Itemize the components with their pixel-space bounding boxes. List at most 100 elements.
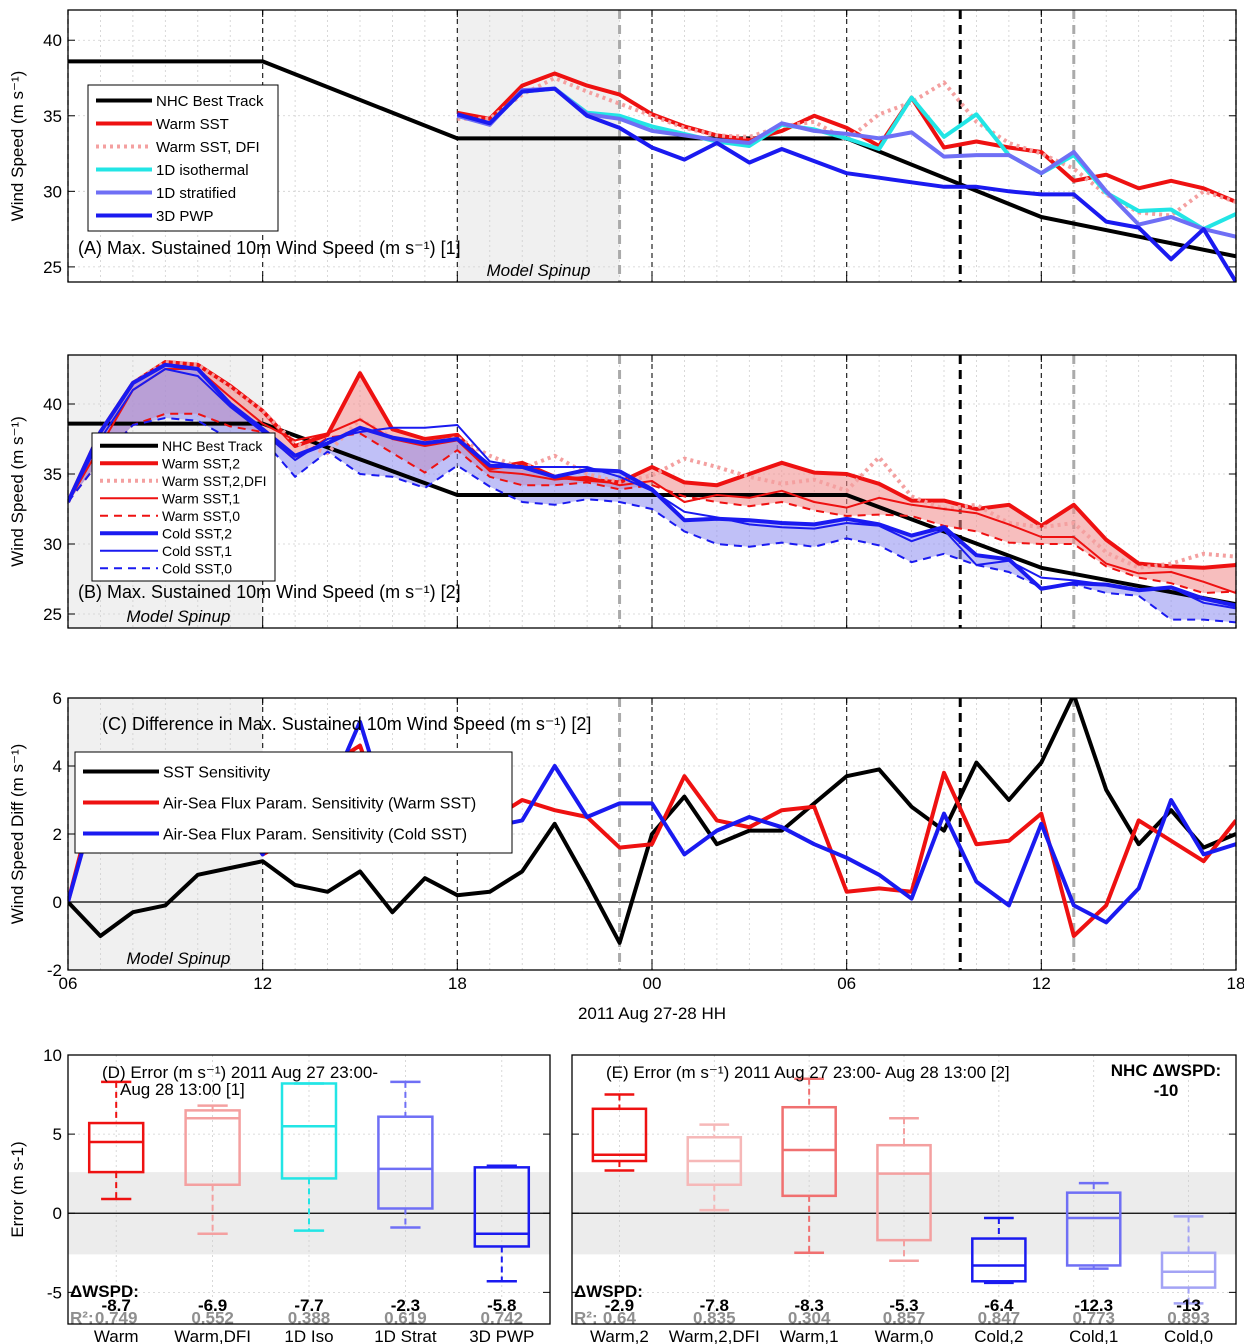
r2-value: 0.893 [1167,1309,1210,1328]
category-label-warm-1: Warm,1 [780,1327,839,1344]
y-tick-label: 30 [43,182,62,201]
box-iqr [473,1166,531,1248]
series-line-sst-sensitivity [68,698,1236,945]
dwspd-value: -2.9 [605,1296,634,1315]
box-warm-dfi [184,1104,241,1236]
series-line-cold-sst-1 [68,368,1236,610]
box-iqr [1065,1191,1122,1267]
axes-frame [571,1054,1237,1325]
r2-label: R²: [574,1309,598,1328]
y-tick-label: 30 [43,535,62,554]
box-iqr [377,1115,434,1210]
legend-label-3d-pwp: 3D PWP [156,208,214,225]
category-label-cold-1: Cold,1 [1069,1327,1118,1344]
panel-b: 25 30 35 40 Wind Speed (m s⁻¹) Model Spinup (B… [8,354,1237,629]
y-axis-label: Wind Speed (m s⁻¹) [8,71,27,222]
legend-box [87,84,279,232]
series-line-cold-sst-0 [68,417,1236,624]
category-label-1d-strat: 1D Strat [374,1327,437,1344]
box-iqr [876,1143,932,1242]
dwspd-value: -5.8 [487,1296,516,1315]
box-iqr [971,1237,1027,1283]
r2-value: 0.835 [693,1309,736,1328]
legend-label-sst-sensitivity: SST Sensitivity [163,764,270,781]
r2-value: 0.773 [1072,1309,1115,1328]
panel-e: Warm,2 -2.90.64 Warm,2,DFI -7.80.835 Warm,1 -… [571,1054,1237,1344]
y-tick-label: 0 [53,1204,62,1223]
category-label-warm-2: Warm,2 [590,1327,649,1344]
dwspd-label: ΔWSPD: [70,1282,139,1301]
nhc-dwspd-label: NHC ΔWSPD: [1111,1061,1221,1080]
y-tick-label: 35 [43,465,62,484]
legend-label-air-sea-flux-param-sensitivity-warm-sst: Air-Sea Flux Param. Sensitivity (Warm SS… [163,795,476,812]
y-tick-label: 2 [53,825,62,844]
nhc-dwspd-value: -10 [1154,1081,1179,1100]
y-tick-label: -2 [47,961,62,980]
series-line-nhc-best-track [68,59,1236,259]
category-label-warm-dfi: Warm,DFI [174,1327,251,1344]
r2-value: 0.742 [481,1309,524,1328]
panel-title: (E) Error (m s⁻¹) 2011 Aug 27 23:00- Aug… [606,1063,1010,1082]
panel-title: (B) Max. Sustained 10m Wind Speed (m s⁻¹… [78,582,461,602]
y-tick-label: 35 [43,107,62,126]
box-iqr [184,1109,241,1187]
x-tick-label: 06 [59,974,78,993]
y-tick-label: -5 [47,1283,62,1302]
dwspd-value: -12.3 [1074,1296,1113,1315]
category-label-3d-pwp: 3D PWP [469,1327,534,1344]
panel-c: -2 0 2 4 6 06 12 18 00 06 12 18 Wind Speed Diff (m s… [8,689,1244,993]
x-tick-label: 18 [448,974,467,993]
dwspd-value: -7.8 [700,1296,729,1315]
legend-label-air-sea-flux-param-sensitivity-cold-sst: Air-Sea Flux Param. Sensitivity (Cold SS… [163,826,467,843]
dwspd-value: -2.3 [391,1296,420,1315]
legend-box [91,432,276,582]
box-1d-strat [377,1080,434,1229]
spinup-shade [457,10,620,282]
panel-title: (C) Difference in Max. Sustained 10m Win… [102,714,591,734]
box-cold-1 [1065,1181,1122,1270]
category-label-warm-0: Warm,0 [875,1327,934,1344]
legend-label-warm-sst-2: Warm SST,2 [162,455,240,471]
legend-label-1d-isothermal: 1D isothermal [156,162,249,179]
category-label-1d-iso: 1D Iso [284,1327,333,1344]
dwspd-value: -6.4 [984,1296,1014,1315]
legend-label-cold-sst-0: Cold SST,0 [162,560,232,576]
category-label-cold-0: Cold,0 [1164,1327,1213,1344]
box-iqr [781,1105,837,1198]
legend-label-nhc-best-track: NHC Best Track [156,93,264,110]
legend-label-cold-sst-2: Cold SST,2 [162,525,232,541]
y-tick-label: 25 [43,258,62,277]
dwspd-value: -7.7 [294,1296,323,1315]
legend: SST Sensitivity Air-Sea Flux Param. Sensi… [74,751,513,854]
panel-title: (A) Max. Sustained 10m Wind Speed (m s⁻¹… [78,238,461,258]
r2-value: 0.64 [603,1309,637,1328]
y-tick-label: 40 [43,31,62,50]
legend-label-warm-sst-dfi: Warm SST, DFI [156,139,260,156]
r2-value: 0.304 [788,1309,831,1328]
y-axis-label: Wind Speed Diff (m s⁻¹) [8,744,27,925]
series-line-warm-sst-1 [68,368,1236,594]
box-warm-1 [781,1077,837,1255]
legend-label-warm-sst: Warm SST [156,116,229,133]
dwspd-label: ΔWSPD: [574,1282,643,1301]
x-tick-label: 12 [1032,974,1051,993]
y-tick-label: 10 [43,1046,62,1065]
x-tick-label: 18 [1227,974,1244,993]
series-line-warm-sst [456,71,1236,204]
dwspd-value: -13 [1176,1296,1201,1315]
r2-value: 0.388 [288,1309,331,1328]
x-axis-label: 2011 Aug 27-28 HH [578,1004,726,1023]
legend-label-warm-sst-0: Warm SST,0 [162,508,240,524]
y-tick-label: 6 [53,689,62,708]
x-tick-label: 06 [837,974,856,993]
r2-value: 0.847 [978,1309,1021,1328]
box-warm-0 [876,1117,932,1262]
box-1d-iso [280,1082,338,1232]
r2-label: R²: [70,1309,94,1328]
y-axis-label: Wind Speed (m s⁻¹) [8,416,27,567]
legend-label-nhc-best-track: NHC Best Track [162,438,263,454]
y-axis-label: Error (m s-1) [8,1141,27,1237]
dwspd-value: -5.3 [889,1296,918,1315]
r2-value: 0.552 [191,1309,234,1328]
